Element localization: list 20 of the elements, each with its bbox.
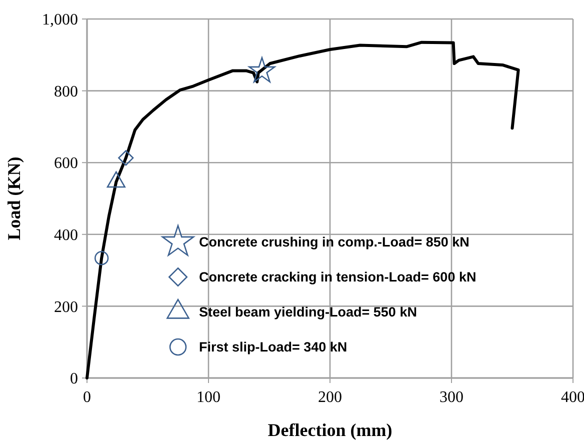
point: [248, 57, 276, 83]
y-tick-label: 400: [54, 227, 78, 244]
legend-label: First slip-Load= 340 kN: [199, 340, 348, 355]
line-series: [86, 40, 520, 380]
legend-label: Concrete cracking in tension-Load= 600 kN: [199, 270, 476, 285]
x-tick-label: 200: [318, 389, 342, 406]
x-axis-title: Deflection (mm): [268, 420, 392, 440]
legend-label: Steel beam yielding-Load= 550 kN: [199, 304, 417, 320]
y-axis-title: Load (KN): [4, 156, 24, 240]
x-tick-label: 0: [83, 389, 91, 406]
x-tick-label: 100: [196, 389, 220, 406]
point: [118, 150, 134, 166]
y-tick-label: 800: [54, 83, 78, 100]
y-tick-label: 200: [54, 298, 78, 316]
y-tick-label: 0: [70, 370, 78, 388]
point: [94, 251, 109, 266]
legend-label: Concrete crushing in comp.-Load= 850 kN: [199, 234, 470, 250]
y-tick-label: 1,000: [42, 12, 78, 29]
x-tick-label: 300: [440, 389, 464, 406]
y-tick-label: 600: [54, 155, 78, 172]
